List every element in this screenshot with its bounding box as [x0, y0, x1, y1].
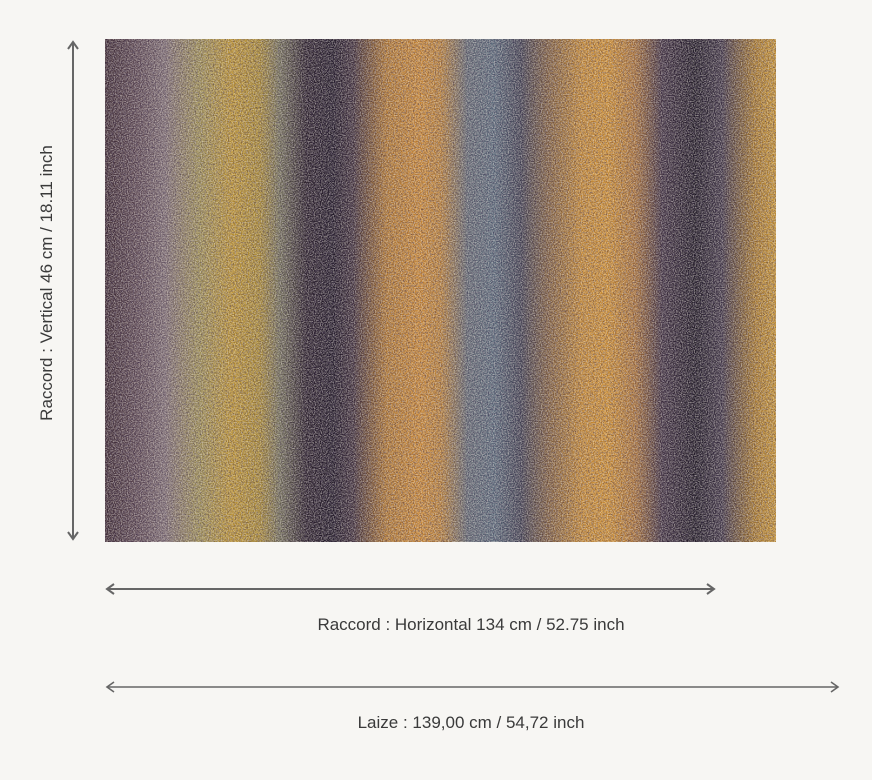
- fabric-width-arrow: [105, 681, 840, 693]
- vertical-repeat-arrow: [67, 40, 79, 541]
- fabric-width-label: Laize : 139,00 cm / 54,72 inch: [357, 713, 585, 732]
- horizontal-repeat-arrow: [105, 583, 716, 595]
- horizontal-repeat-label: Raccord : Horizontal 134 cm / 52.75 inch: [317, 615, 625, 634]
- fabric-texture: [105, 39, 776, 542]
- vertical-repeat-label: Raccord : Vertical 46 cm / 18.11 inch: [37, 145, 56, 421]
- fabric-swatch-image: [105, 39, 776, 542]
